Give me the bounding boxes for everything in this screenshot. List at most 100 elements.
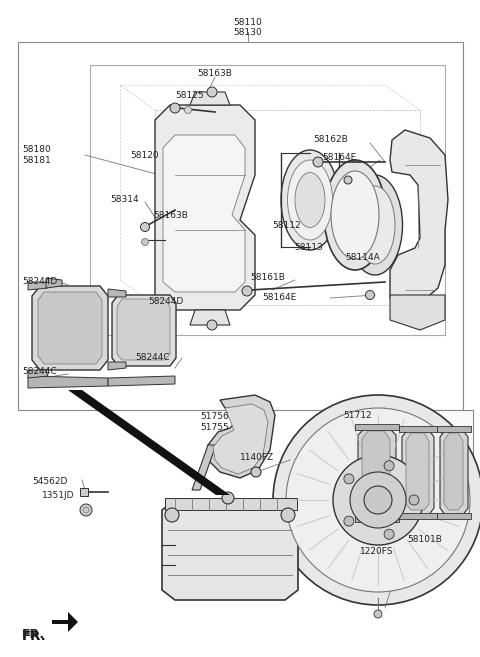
Polygon shape [190, 92, 230, 105]
Text: FR.: FR. [22, 627, 45, 641]
Text: 58113: 58113 [294, 244, 323, 252]
Polygon shape [32, 286, 108, 370]
Polygon shape [358, 427, 396, 518]
Polygon shape [355, 424, 399, 430]
Text: 58161B: 58161B [250, 273, 285, 283]
Polygon shape [390, 295, 445, 330]
Polygon shape [402, 429, 434, 516]
Text: 58101B: 58101B [408, 535, 443, 545]
Polygon shape [190, 310, 230, 325]
Text: 58162B: 58162B [313, 135, 348, 145]
Circle shape [313, 157, 323, 167]
Circle shape [83, 507, 89, 513]
Circle shape [184, 106, 192, 114]
Polygon shape [406, 433, 429, 510]
Polygon shape [444, 433, 463, 510]
Text: FR.: FR. [22, 629, 47, 643]
Text: 58164E: 58164E [322, 152, 356, 162]
Polygon shape [108, 376, 175, 386]
Polygon shape [208, 395, 275, 478]
Polygon shape [213, 404, 268, 474]
Text: 58180
58181: 58180 58181 [22, 145, 51, 165]
Circle shape [222, 492, 234, 504]
Circle shape [365, 290, 374, 300]
Text: 58110
58130: 58110 58130 [234, 18, 263, 37]
Text: 58244C: 58244C [22, 367, 57, 376]
Text: 58114A: 58114A [345, 254, 380, 263]
Text: 1220FS: 1220FS [360, 547, 394, 556]
Circle shape [384, 461, 394, 471]
Text: 51712: 51712 [343, 411, 372, 420]
Ellipse shape [288, 160, 333, 240]
Polygon shape [399, 513, 437, 519]
Bar [18, 42, 463, 410]
Text: 54562D: 54562D [32, 478, 67, 486]
Polygon shape [399, 426, 437, 432]
Circle shape [333, 455, 423, 545]
Circle shape [344, 474, 354, 484]
Text: 58244D: 58244D [22, 277, 57, 286]
Text: 1140FZ: 1140FZ [240, 453, 274, 463]
Circle shape [141, 223, 149, 231]
Bar [90, 65, 445, 335]
Text: 58164E: 58164E [262, 294, 296, 302]
Polygon shape [162, 500, 298, 600]
Polygon shape [28, 370, 48, 378]
Circle shape [207, 320, 217, 330]
Polygon shape [192, 445, 216, 490]
Circle shape [165, 508, 179, 522]
Ellipse shape [331, 171, 379, 259]
Bar [165, 498, 297, 510]
Circle shape [207, 87, 217, 97]
Polygon shape [108, 289, 126, 297]
Bar [80, 488, 88, 496]
Ellipse shape [324, 160, 386, 270]
Circle shape [142, 238, 148, 246]
Polygon shape [390, 130, 448, 308]
Polygon shape [112, 295, 176, 366]
Text: 58244C: 58244C [135, 353, 169, 361]
Polygon shape [28, 282, 48, 290]
Text: 58120: 58120 [130, 150, 158, 160]
Text: 58125: 58125 [175, 91, 204, 101]
Circle shape [384, 530, 394, 539]
Circle shape [364, 486, 392, 514]
Polygon shape [163, 135, 245, 292]
Polygon shape [362, 431, 390, 512]
Circle shape [251, 467, 261, 477]
Text: 58112: 58112 [272, 221, 300, 231]
Ellipse shape [281, 150, 339, 250]
Text: 51756
51755: 51756 51755 [200, 413, 229, 432]
Circle shape [286, 408, 470, 592]
Polygon shape [38, 292, 102, 364]
Polygon shape [52, 612, 78, 632]
Text: 58314: 58314 [110, 196, 139, 204]
Circle shape [409, 495, 419, 505]
Circle shape [350, 472, 406, 528]
Circle shape [344, 176, 352, 184]
Circle shape [273, 395, 480, 605]
Text: 58163B: 58163B [197, 70, 232, 78]
Circle shape [281, 508, 295, 522]
Polygon shape [117, 299, 170, 360]
Circle shape [242, 286, 252, 296]
Polygon shape [108, 362, 126, 370]
Polygon shape [440, 429, 468, 516]
Circle shape [374, 610, 382, 618]
Circle shape [170, 103, 180, 113]
Polygon shape [155, 105, 255, 310]
Circle shape [80, 504, 92, 516]
Polygon shape [68, 390, 230, 495]
Ellipse shape [355, 186, 395, 264]
Polygon shape [437, 426, 471, 432]
Polygon shape [46, 278, 62, 288]
Bar [348, 410, 473, 535]
Ellipse shape [295, 173, 325, 227]
Text: 58244D: 58244D [148, 298, 183, 307]
Text: 1351JD: 1351JD [42, 491, 74, 501]
Polygon shape [437, 513, 471, 519]
Ellipse shape [348, 175, 403, 275]
Polygon shape [28, 376, 108, 388]
Polygon shape [355, 516, 399, 522]
Text: 58163B: 58163B [153, 212, 188, 221]
